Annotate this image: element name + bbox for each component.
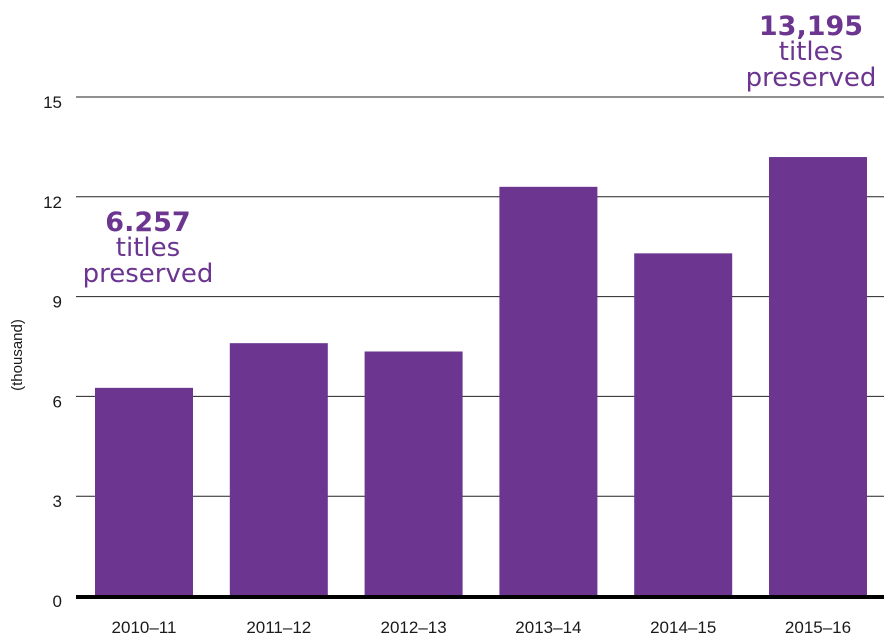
x-tick-label: 2015–16	[785, 618, 851, 637]
annotation-line1: titles	[116, 233, 180, 263]
y-tick-label: 3	[53, 492, 62, 511]
x-tick-label: 2010–11	[112, 618, 177, 637]
annotations: 6.257titlespreserved13,195titlespreserve…	[83, 11, 877, 289]
y-axis-ticks: 0 3 6 9 12 15	[43, 93, 62, 611]
bar	[95, 387, 193, 596]
annotation-line1: titles	[779, 37, 843, 67]
x-tick-label: 2013–14	[515, 618, 581, 637]
bar	[364, 351, 463, 596]
x-tick-label: 2012–13	[381, 618, 447, 637]
bar	[499, 186, 598, 596]
x-axis-ticks: 2010–11 2011–12 2012–13 2013–14 2014–15 2015–…	[112, 618, 852, 637]
x-tick-label: 2011–12	[246, 618, 311, 637]
y-tick-label: 9	[53, 293, 62, 312]
gridlines	[76, 96, 884, 497]
bar	[229, 343, 328, 596]
bar	[769, 157, 867, 596]
y-axis-title: (thousand)	[9, 319, 26, 391]
annotation-value: 6.257	[105, 207, 190, 238]
annotation-line2: preserved	[83, 259, 214, 289]
y-tick-label: 15	[43, 93, 62, 112]
x-tick-label: 2014–15	[650, 618, 716, 637]
annotation-line2: preserved	[746, 63, 877, 93]
y-tick-label: 6	[53, 392, 62, 411]
y-tick-label: 12	[43, 193, 62, 212]
annotation-value: 13,195	[759, 11, 863, 42]
y-tick-label: 0	[53, 592, 62, 611]
bars	[95, 157, 867, 596]
bar	[634, 253, 733, 596]
